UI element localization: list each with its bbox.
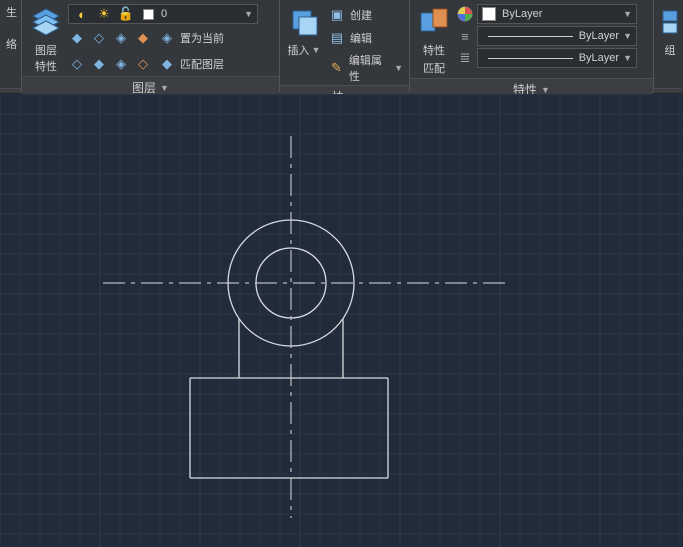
layer-tool-icon-6[interactable]: ◆ [90, 55, 108, 73]
chevron-down-icon: ▼ [244, 9, 253, 19]
layer-tool-icon-5[interactable]: ◇ [68, 55, 86, 73]
lineweight-icon[interactable]: ≡ [456, 27, 474, 45]
chevron-down-icon: ▼ [312, 45, 321, 55]
panel-line-fragment: 生 络 [0, 0, 22, 93]
match-layer-label: 匹配图层 [180, 56, 224, 72]
panel-group-fragment: 组 [654, 0, 681, 93]
insert-block-icon [286, 4, 322, 40]
panel-layers: 图层 特性 ◐ ☀ 🔓 0 ▼ ◆ ◇ ◈ ◆ [22, 0, 280, 93]
linetype-icon[interactable]: ≣ [456, 49, 474, 67]
frag-txt-1: 生 [6, 4, 17, 20]
panel-group-title [654, 88, 681, 93]
layer-tool-icon-3[interactable]: ◈ [112, 29, 130, 47]
block-edit-attr-icon: ✎ [328, 59, 345, 77]
layer-sun-icon: ☀ [95, 5, 113, 23]
block-create-icon: ▣ [328, 6, 346, 24]
color-combo[interactable]: ByLayer ▼ [477, 4, 637, 24]
layer-properties-button[interactable]: 图层 特性 [26, 2, 66, 76]
linetype-combo[interactable]: ByLayer ▼ [477, 48, 637, 68]
color-combo-value: ByLayer [502, 8, 542, 20]
layer-tool-icon-4[interactable]: ◆ [134, 29, 152, 47]
lineweight-preview [488, 36, 573, 37]
chevron-down-icon: ▼ [160, 83, 169, 93]
linetype-combo-value: ByLayer [579, 52, 619, 64]
block-edit-attr-button[interactable]: ✎ 编辑属性 ▼ [326, 51, 405, 85]
layer-visibility-icon: ◐ [73, 5, 91, 23]
layer-lock-icon: 🔓 [117, 5, 135, 23]
layer-combo[interactable]: ◐ ☀ 🔓 0 ▼ [68, 4, 258, 24]
insert-block-label: 插入 [288, 42, 310, 58]
block-edit-icon: ▤ [328, 29, 346, 47]
chevron-down-icon: ▼ [623, 31, 632, 41]
chevron-down-icon: ▼ [394, 63, 403, 73]
layer-tool-icon-2[interactable]: ◇ [90, 29, 108, 47]
drawing-canvas [0, 94, 683, 547]
layer-tool-icon-1[interactable]: ◆ [68, 29, 86, 47]
frag-txt-2: 络 [6, 36, 17, 52]
layer-tool-icon-7[interactable]: ◈ [112, 55, 130, 73]
match-layer-icon: ◆ [158, 55, 176, 73]
color-wheel-icon[interactable] [456, 5, 474, 23]
insert-block-button[interactable]: 插入 ▼ [284, 2, 324, 85]
block-create-label: 创建 [350, 7, 372, 23]
layer-tool-icon-8[interactable]: ◇ [134, 55, 152, 73]
lineweight-combo[interactable]: ByLayer ▼ [477, 26, 637, 46]
lineweight-combo-value: ByLayer [579, 30, 619, 42]
block-edit-label: 编辑 [350, 30, 372, 46]
match-properties-button[interactable]: 特性 匹配 [414, 2, 454, 78]
match-properties-sublabel: 匹配 [423, 60, 445, 76]
chevron-down-icon: ▼ [541, 85, 550, 95]
block-edit-button[interactable]: ▤ 编辑 [326, 28, 405, 48]
layer-color-swatch [139, 5, 157, 23]
panel-line-title [0, 88, 21, 93]
ribbon: 生 络 图层 特性 ◐ [0, 0, 683, 94]
layer-combo-value: 0 [161, 8, 167, 20]
block-create-button[interactable]: ▣ 创建 [326, 5, 405, 25]
chevron-down-icon: ▼ [623, 53, 632, 63]
set-current-layer-button[interactable]: ◈ 置为当前 [156, 28, 226, 48]
chevron-down-icon: ▼ [623, 9, 632, 19]
match-properties-icon [416, 4, 452, 40]
drawing-stage[interactable] [0, 94, 683, 547]
match-properties-label: 特性 [423, 42, 445, 58]
layer-properties-label: 图层 特性 [35, 42, 57, 74]
linetype-preview [488, 58, 573, 59]
color-swatch [482, 7, 496, 21]
panel-properties: 特性 匹配 ByLayer ▼ ≡ [410, 0, 654, 93]
set-current-icon: ◈ [158, 29, 176, 47]
group-label: 组 [665, 42, 676, 58]
block-edit-attr-label: 编辑属性 [349, 52, 390, 84]
group-icon[interactable] [660, 4, 680, 40]
set-current-label: 置为当前 [180, 30, 224, 46]
match-layer-button[interactable]: ◆ 匹配图层 [156, 54, 226, 74]
panel-block: 插入 ▼ ▣ 创建 ▤ 编辑 ✎ 编辑属性 ▼ [280, 0, 410, 93]
layer-properties-icon [28, 4, 64, 40]
